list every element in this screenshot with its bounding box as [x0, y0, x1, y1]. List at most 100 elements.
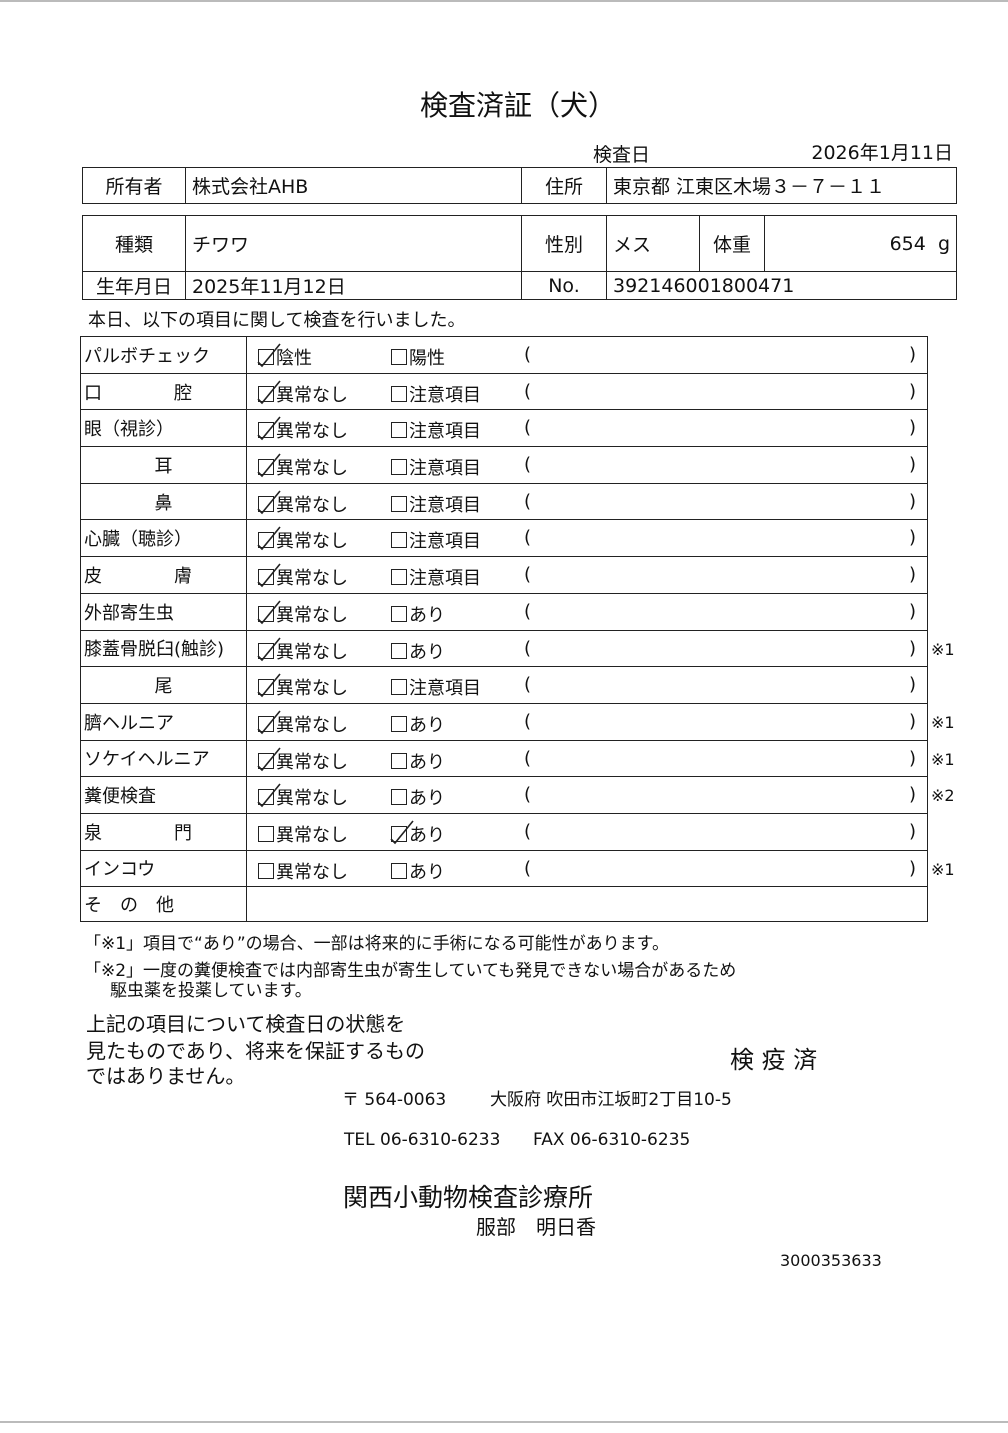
option-label: 異常なし	[276, 458, 348, 480]
checkbox[interactable]	[257, 416, 281, 441]
remark-close-paren: )	[909, 454, 917, 476]
checklist-item-label: 尾	[81, 667, 247, 703]
checkbox[interactable]	[257, 783, 281, 808]
checkbox[interactable]	[257, 673, 281, 698]
checklist-row: 皮 膚 異常なし 注意項目 ()	[81, 557, 927, 594]
option-abnormal[interactable]: あり	[390, 820, 445, 847]
option-abnormal[interactable]: 注意項目	[391, 564, 481, 590]
checklist-item-label: 鼻	[81, 483, 247, 520]
clinic-tel: TEL 06-6310-6233	[344, 1130, 501, 1150]
remark-close-paren: )	[909, 857, 917, 879]
option-abnormal[interactable]: あり	[391, 711, 445, 737]
scan-edge	[0, 0, 1008, 2]
option-abnormal[interactable]: あり	[391, 748, 445, 774]
option-label: 異常なし	[276, 751, 348, 773]
checkbox[interactable]	[258, 862, 274, 879]
option-normal[interactable]: 異常なし	[257, 416, 348, 443]
checkbox[interactable]	[257, 453, 281, 478]
option-abnormal[interactable]: 注意項目	[391, 454, 481, 480]
checkbox[interactable]	[391, 385, 407, 402]
checklist-row-other: そ の 他	[81, 887, 927, 922]
option-abnormal[interactable]: あり	[391, 601, 445, 627]
checklist-row: 心臓（聴診） 異常なし 注意項目 ()	[81, 520, 927, 558]
option-label: 異常なし	[276, 604, 348, 626]
option-normal[interactable]: 異常なし	[257, 673, 348, 700]
option-abnormal[interactable]: 注意項目	[391, 381, 481, 407]
option-label: 注意項目	[409, 458, 481, 480]
exam-date: 2026年1月11日	[811, 142, 953, 164]
option-label: 異常なし	[276, 678, 348, 700]
checkbox[interactable]	[391, 752, 407, 769]
checkbox[interactable]	[257, 490, 281, 514]
checklist-row: 口 腔 異常なし 注意項目 ()	[81, 373, 927, 411]
footnote-2-cont: 駆虫薬を投薬しています。	[110, 981, 312, 1001]
checkbox[interactable]	[257, 343, 281, 368]
checkbox[interactable]	[391, 862, 407, 879]
checkbox[interactable]	[391, 642, 407, 659]
clinic-fax: FAX 06-6310-6235	[533, 1130, 691, 1150]
option-abnormal[interactable]: 注意項目	[391, 417, 481, 443]
checkbox[interactable]	[391, 569, 407, 586]
option-normal[interactable]: 異常なし	[257, 563, 348, 590]
option-normal[interactable]: 異常なし	[258, 858, 348, 884]
option-normal[interactable]: 異常なし	[257, 710, 348, 737]
check-mark-icon	[257, 453, 281, 478]
option-normal[interactable]: 異常なし	[257, 747, 348, 774]
checkbox[interactable]	[391, 349, 407, 365]
option-abnormal[interactable]: あり	[391, 858, 445, 884]
option-normal[interactable]: 異常なし	[257, 490, 348, 517]
check-mark-icon	[257, 710, 281, 735]
checklist-item-label: 膝蓋骨脱臼(触診)	[81, 630, 247, 667]
checkbox[interactable]	[257, 710, 281, 735]
option-abnormal[interactable]: 注意項目	[391, 491, 481, 517]
address-value: 東京都 江東区木場３－７－１１	[606, 167, 957, 204]
option-label: あり	[409, 714, 445, 736]
option-label: あり	[409, 788, 445, 810]
option-label: 異常なし	[276, 641, 348, 663]
checkbox[interactable]	[391, 679, 407, 696]
option-label: 異常なし	[276, 861, 348, 883]
checkbox[interactable]	[391, 605, 407, 622]
option-normal[interactable]: 異常なし	[257, 380, 348, 407]
other-label: そ の 他	[81, 887, 247, 922]
option-normal[interactable]: 異常なし	[257, 526, 348, 553]
owner-value: 株式会社AHB	[185, 167, 522, 204]
option-abnormal[interactable]: あり	[391, 784, 445, 810]
quarantine-stamp: 検 疫 済	[730, 1046, 818, 1074]
checkbox[interactable]	[257, 563, 281, 588]
checklist-item-label: ソケイヘルニア	[81, 740, 247, 777]
checkbox[interactable]	[391, 789, 407, 806]
option-normal[interactable]: 異常なし	[257, 600, 348, 627]
checkbox[interactable]	[257, 600, 281, 625]
option-abnormal[interactable]: 注意項目	[391, 527, 481, 553]
checklist-row: ソケイヘルニア 異常なし あり () ※1	[81, 740, 955, 778]
checkbox[interactable]	[390, 820, 414, 845]
remark-open-paren: (	[524, 564, 532, 586]
option-normal[interactable]: 異常なし	[257, 636, 348, 664]
checkbox[interactable]	[257, 380, 281, 404]
check-mark-icon	[257, 416, 281, 441]
option-normal[interactable]: 陰性	[257, 343, 312, 370]
option-normal[interactable]: 異常なし	[258, 821, 348, 847]
checklist-item-label: 口 腔	[81, 373, 247, 410]
checklist-item-label: 耳	[81, 447, 247, 483]
check-mark-icon	[257, 673, 281, 698]
checkbox[interactable]	[391, 532, 407, 549]
checkbox[interactable]	[257, 636, 281, 661]
intro-text: 本日、以下の項目に関して検査を行いました。	[88, 310, 466, 331]
option-abnormal[interactable]: あり	[391, 638, 445, 664]
weight-cell: 654 g	[764, 215, 957, 272]
checkbox[interactable]	[391, 495, 407, 512]
checkbox[interactable]	[257, 526, 281, 551]
checkbox[interactable]	[391, 459, 407, 476]
checklist-item-label: 外部寄生虫	[81, 593, 247, 630]
option-normal[interactable]: 異常なし	[257, 783, 348, 810]
remark-open-paren: (	[524, 417, 532, 439]
checkbox[interactable]	[391, 715, 407, 732]
checkbox[interactable]	[257, 747, 281, 771]
option-normal[interactable]: 異常なし	[257, 453, 348, 480]
checkbox[interactable]	[391, 422, 407, 439]
checkbox[interactable]	[258, 825, 274, 842]
option-abnormal[interactable]: 陽性	[391, 344, 445, 370]
option-abnormal[interactable]: 注意項目	[391, 674, 481, 700]
